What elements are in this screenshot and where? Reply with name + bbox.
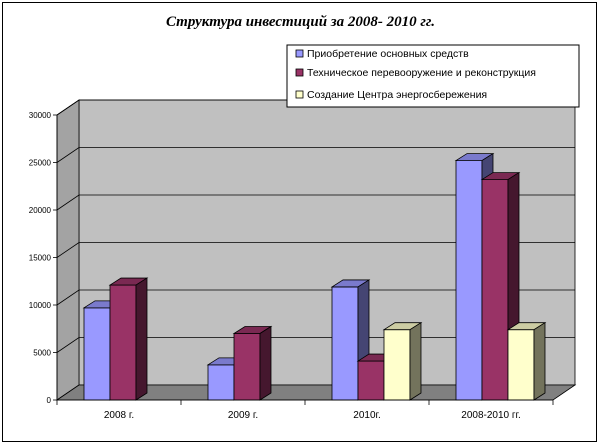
bar (382, 321, 423, 401)
bar-front (383, 329, 411, 401)
x-tick-label: 2008 г. (104, 410, 134, 421)
legend-swatch (295, 90, 304, 99)
legend-label: Техническое перевооружение и реконструкц… (307, 67, 536, 79)
legend-box (286, 44, 580, 108)
y-tick-label: 5000 (33, 349, 51, 358)
y-tick-label: 25000 (29, 159, 52, 168)
gridline (56, 147, 575, 163)
legend-swatch (295, 68, 304, 77)
legend-label: Приобретение основных средств (307, 48, 469, 60)
bar-side (259, 325, 272, 401)
bar-front (481, 179, 509, 401)
y-tick-label: 0 (47, 396, 52, 405)
x-tick-label: 2010г. (353, 410, 380, 421)
bar-front (233, 333, 261, 401)
bar-front (507, 329, 535, 401)
bar-front (331, 286, 359, 401)
bar-front (357, 360, 385, 401)
bar-front (83, 307, 111, 401)
legend-swatch (295, 49, 304, 58)
y-tick-label: 15000 (29, 254, 52, 263)
gridline (56, 242, 575, 258)
y-tick-label: 10000 (29, 301, 52, 310)
x-tick-label: 2008-2010 гг. (461, 410, 520, 421)
y-tick-label: 30000 (29, 111, 52, 120)
bar-side (533, 321, 546, 401)
x-tick-label: 2009 г. (228, 410, 258, 421)
gridline (56, 289, 575, 306)
bar (108, 277, 149, 401)
bar-side (135, 277, 148, 401)
legend-label: Создание Центра энергосбережения (307, 89, 487, 101)
bar-side (409, 321, 422, 401)
bar-front (109, 284, 137, 401)
y-tick-label: 20000 (29, 206, 52, 215)
gridline (56, 194, 575, 211)
bar-front (455, 160, 483, 401)
bar (506, 321, 547, 401)
chart-title: Структура инвестиций за 2008- 2010 гг. (165, 14, 436, 30)
bar (232, 325, 273, 401)
bar-front (207, 364, 235, 401)
